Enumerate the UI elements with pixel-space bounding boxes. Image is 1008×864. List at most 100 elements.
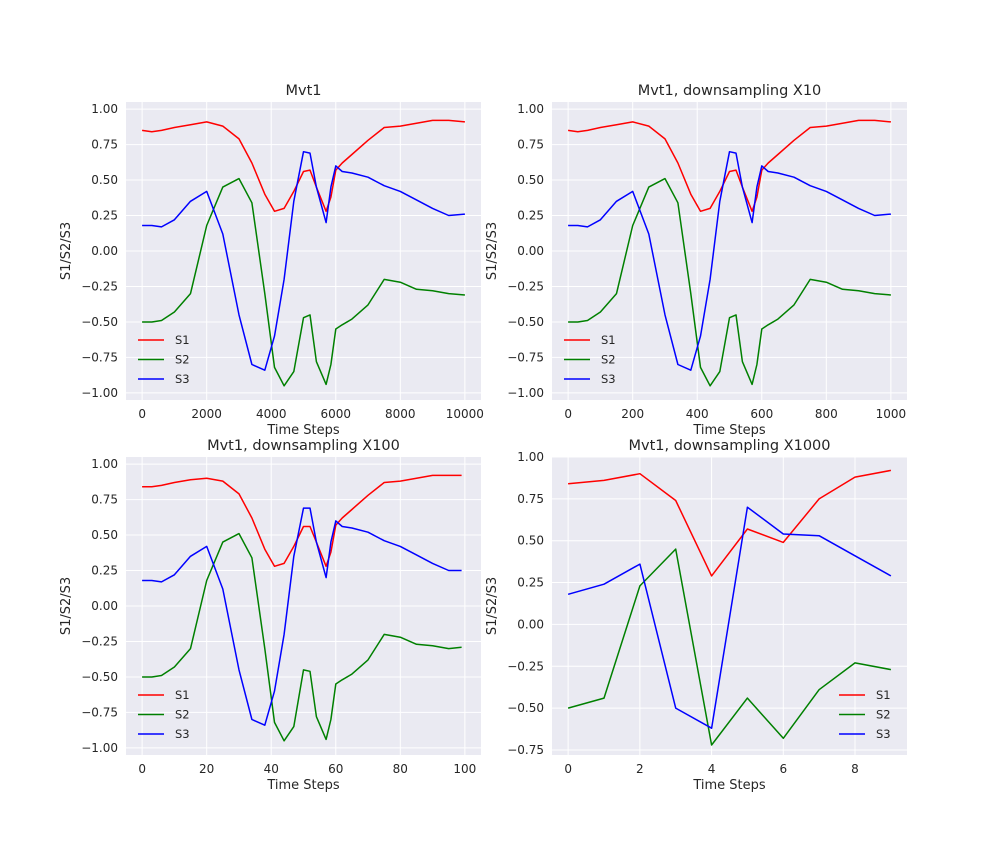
- y-tick-label: −0.75: [507, 350, 544, 364]
- y-tick-label: −0.25: [507, 279, 544, 293]
- x-axis-label: Time Steps: [266, 423, 340, 438]
- legend-label: S1: [175, 333, 190, 347]
- y-tick-label: 0.00: [91, 599, 118, 613]
- legend-label: S3: [601, 372, 616, 386]
- y-tick-label: −0.50: [81, 670, 118, 684]
- legend: S1 S2 S3: [839, 688, 891, 741]
- series-line-s1: [141, 119, 465, 213]
- x-axis-label: Time Steps: [692, 423, 766, 438]
- y-tick-label: 0.00: [91, 244, 118, 258]
- y-tick-label: 0.25: [91, 564, 118, 578]
- y-tick-label: −0.25: [507, 659, 544, 673]
- y-tick-label: −0.25: [81, 634, 118, 648]
- y-tick-label: 0.25: [517, 576, 544, 590]
- y-tick-label: 0.50: [517, 534, 544, 548]
- series-line-s2: [142, 532, 462, 742]
- legend-label: S2: [876, 708, 891, 722]
- series-line-s3: [568, 150, 891, 371]
- x-tick-label: 6000: [320, 407, 351, 421]
- legend-label: S1: [601, 333, 616, 347]
- legend: S1 S2 S3: [138, 688, 190, 741]
- y-tick-label: 0.75: [91, 138, 118, 152]
- y-tick-label: 0.00: [517, 617, 544, 631]
- y-tick-label: −0.75: [507, 743, 544, 757]
- subplot-4: 0 2 4 6 8 −0.75 −0.50 −0.25 0.00 0.25 0.50 0.75 1.00…: [485, 438, 907, 793]
- y-tick-label: −0.25: [81, 279, 118, 293]
- y-tick-label: 1.00: [517, 102, 544, 116]
- x-tick-label: 8: [851, 762, 859, 776]
- y-tick-label: 0.50: [91, 528, 118, 542]
- x-tick-label: 100: [453, 762, 476, 776]
- legend-label: S3: [876, 727, 891, 741]
- y-tick-label: 0.25: [517, 209, 544, 223]
- legend: S1 S2 S3: [564, 333, 616, 386]
- x-tick-label: 400: [686, 407, 709, 421]
- y-axis-label: S1/S2/S3: [59, 222, 74, 280]
- x-tick-label: 200: [621, 407, 644, 421]
- y-tick-label: 0.75: [91, 493, 118, 507]
- y-tick-label: 0.50: [517, 173, 544, 187]
- legend: S1 S2 S3: [138, 333, 190, 386]
- legend-label: S2: [175, 708, 190, 722]
- subplot-2: 0 200 400 600 800 1000 −1.00 −0.75 −0.50 −0.25 0.0…: [485, 83, 907, 438]
- series-line-s2: [142, 177, 465, 387]
- subplot-3: 0 20 40 60 80 100 −1.00 −0.75 −0.50 −0.25 0.00 0.25…: [59, 438, 481, 793]
- chart-title: Mvt1, downsampling X1000: [628, 438, 830, 454]
- plot-area: [552, 457, 907, 755]
- series-line-s3: [142, 507, 462, 726]
- x-tick-label: 2: [636, 762, 644, 776]
- x-tick-label: 20: [199, 762, 214, 776]
- x-tick-label: 8000: [385, 407, 416, 421]
- y-tick-label: −0.75: [81, 350, 118, 364]
- x-tick-label: 2000: [191, 407, 222, 421]
- x-tick-label: 10000: [446, 407, 484, 421]
- y-tick-label: −0.50: [81, 315, 118, 329]
- x-tick-label: 0: [564, 762, 572, 776]
- y-tick-label: −1.00: [507, 386, 544, 400]
- x-tick-label: 800: [815, 407, 838, 421]
- x-axis-label: Time Steps: [692, 778, 766, 793]
- x-tick-label: 80: [393, 762, 408, 776]
- y-tick-label: −1.00: [81, 386, 118, 400]
- y-tick-label: 0.50: [91, 173, 118, 187]
- y-axis-label: S1/S2/S3: [485, 577, 500, 635]
- series-line-s1: [142, 474, 462, 568]
- series-line-s3: [567, 506, 892, 729]
- x-tick-label: 40: [264, 762, 279, 776]
- x-tick-label: 1000: [876, 407, 907, 421]
- chart-title: Mvt1: [285, 83, 321, 99]
- y-axis-label: S1/S2/S3: [485, 222, 500, 280]
- legend-label: S3: [175, 727, 190, 741]
- y-tick-label: 0.75: [517, 492, 544, 506]
- x-axis-label: Time Steps: [266, 778, 340, 793]
- y-tick-label: 0.75: [517, 138, 544, 152]
- x-tick-label: 4000: [256, 407, 287, 421]
- legend-label: S2: [175, 353, 190, 367]
- x-tick-label: 600: [750, 407, 773, 421]
- series-line-s1: [567, 119, 891, 213]
- y-tick-label: 1.00: [91, 102, 118, 116]
- y-tick-label: −0.50: [507, 315, 544, 329]
- y-axis-label: S1/S2/S3: [59, 577, 74, 635]
- y-tick-label: 0.25: [91, 209, 118, 223]
- legend-label: S3: [175, 372, 190, 386]
- y-tick-label: −1.00: [81, 741, 118, 755]
- x-tick-label: 0: [138, 407, 146, 421]
- subplot-1: 0 2000 4000 6000 8000 10000 −1.00 −0.75 −0.50 −0.…: [59, 83, 484, 438]
- x-tick-label: 0: [138, 762, 146, 776]
- x-tick-label: 0: [564, 407, 572, 421]
- y-tick-label: 1.00: [91, 457, 118, 471]
- x-tick-label: 60: [328, 762, 343, 776]
- y-tick-label: −0.50: [507, 701, 544, 715]
- series-line-s1: [568, 469, 892, 577]
- legend-label: S1: [876, 688, 891, 702]
- series-line-s2: [567, 548, 892, 746]
- legend-label: S2: [601, 353, 616, 367]
- legend-label: S1: [175, 688, 190, 702]
- y-tick-label: −0.75: [81, 705, 118, 719]
- x-tick-label: 6: [779, 762, 787, 776]
- series-line-s3: [142, 150, 465, 371]
- chart-title: Mvt1, downsampling X10: [638, 83, 822, 99]
- y-tick-label: 1.00: [517, 450, 544, 464]
